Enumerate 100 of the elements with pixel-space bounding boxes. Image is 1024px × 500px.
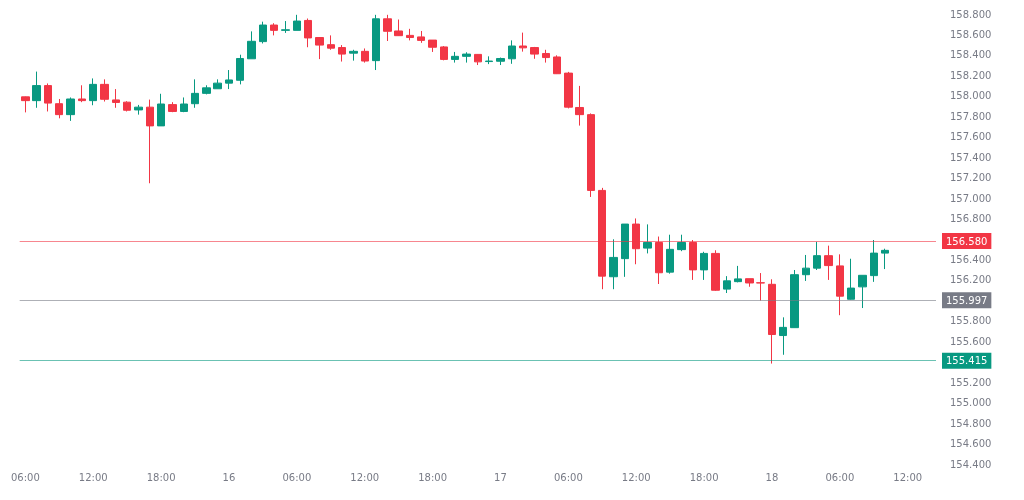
y-tick-label: 154.800	[950, 417, 992, 429]
candlestick	[134, 104, 143, 116]
candlestick	[112, 88, 120, 109]
candlestick	[338, 44, 346, 63]
candlestick	[259, 21, 267, 44]
x-tick-label: 12:00	[350, 471, 380, 483]
candlestick	[157, 93, 165, 127]
candlestick	[270, 22, 278, 36]
candlestick	[530, 46, 539, 60]
candlestick	[655, 236, 663, 285]
candlestick	[180, 96, 188, 113]
y-tick-label: 158.000	[950, 90, 992, 102]
x-tick-label: 16	[222, 471, 236, 483]
candlestick	[802, 254, 810, 282]
candlestick	[66, 96, 75, 122]
candlestick	[553, 54, 561, 75]
y-tick-label: 157.600	[950, 131, 992, 143]
candlestick	[372, 14, 380, 71]
candlestick	[677, 234, 686, 252]
candlestick	[123, 100, 131, 112]
candlestick	[734, 265, 742, 283]
candlestick	[858, 274, 867, 309]
candlestick	[575, 85, 584, 127]
candlestick	[768, 278, 776, 365]
candlestick	[870, 239, 878, 283]
candlestick	[191, 78, 199, 109]
y-tick-label: 157.800	[950, 110, 992, 122]
y-tick-label: 156.400	[950, 253, 992, 265]
y-tick-label: 154.400	[950, 458, 992, 470]
candlestick	[417, 30, 425, 44]
candlestick	[779, 316, 787, 356]
y-tick-label: 154.600	[950, 438, 992, 450]
ref-line-label: 155.415	[946, 355, 988, 367]
candlestick	[21, 96, 30, 113]
y-tick-label: 155.600	[950, 335, 992, 347]
candlestick	[451, 51, 459, 64]
x-tick-label: 12:00	[78, 471, 108, 483]
candlestick	[485, 55, 493, 65]
candlestick	[824, 245, 833, 281]
candlestick	[496, 57, 505, 66]
y-tick-label: 157.400	[950, 151, 992, 163]
candlestick	[349, 49, 358, 62]
candlestick	[836, 253, 844, 316]
candlestick	[383, 14, 392, 42]
y-tick-label: 158.200	[950, 69, 992, 81]
ref-line-label: 155.997	[946, 294, 988, 306]
candlestick	[711, 249, 720, 292]
y-tick-label: 157.000	[950, 192, 992, 204]
y-tick-label: 155.800	[950, 315, 992, 327]
candlestick	[394, 19, 403, 37]
y-tick-label: 158.800	[950, 8, 992, 20]
candlestick	[440, 45, 448, 61]
candlestick	[361, 47, 369, 64]
x-tick-label: 17	[494, 471, 507, 483]
candlestick	[700, 251, 708, 281]
candlestick	[542, 49, 550, 64]
y-tick-label: 158.400	[950, 49, 992, 61]
candlestick	[632, 217, 640, 265]
candlestick	[315, 36, 324, 60]
candlestick	[202, 84, 211, 95]
candlestick	[564, 71, 573, 109]
candlestick	[609, 238, 618, 290]
candlestick	[462, 51, 471, 64]
candlestick	[100, 78, 109, 103]
x-tick-label: 18:00	[418, 471, 447, 483]
candlestick	[587, 112, 595, 198]
candlestick	[225, 69, 233, 90]
candlestick	[406, 28, 414, 41]
x-tick-label: 06:00	[282, 471, 312, 483]
candlestick	[293, 14, 301, 31]
candlestick	[55, 98, 63, 119]
y-tick-label: 158.600	[950, 28, 992, 40]
y-tick-label: 155.200	[950, 376, 992, 388]
candlestick	[643, 223, 652, 254]
candlestick	[281, 20, 290, 34]
candlestick	[519, 32, 527, 53]
x-tick-label: 18	[765, 471, 779, 483]
y-tick-label: 155.000	[950, 397, 992, 409]
candlestick	[689, 239, 697, 281]
candlestick	[428, 39, 437, 53]
candlestick	[236, 54, 244, 85]
candlestick	[304, 18, 312, 48]
candlestick	[508, 39, 516, 65]
candlestick	[790, 269, 799, 329]
x-tick-label: 06:00	[825, 471, 855, 483]
candlestick	[666, 234, 674, 275]
candlestick	[327, 34, 335, 51]
x-tick-label: 06:00	[553, 471, 583, 483]
candlestick	[598, 187, 606, 290]
candlestick	[474, 53, 482, 66]
candlestick	[813, 241, 821, 271]
candlestick	[847, 258, 855, 301]
candlestick	[78, 84, 86, 103]
x-tick-label: 06:00	[10, 471, 40, 483]
candlestick	[44, 82, 52, 112]
y-tick-label: 156.200	[950, 274, 992, 286]
x-tick-label: 12:00	[621, 471, 651, 483]
candlestick	[745, 278, 754, 288]
candlestick	[621, 223, 629, 278]
candlestick	[881, 248, 889, 270]
